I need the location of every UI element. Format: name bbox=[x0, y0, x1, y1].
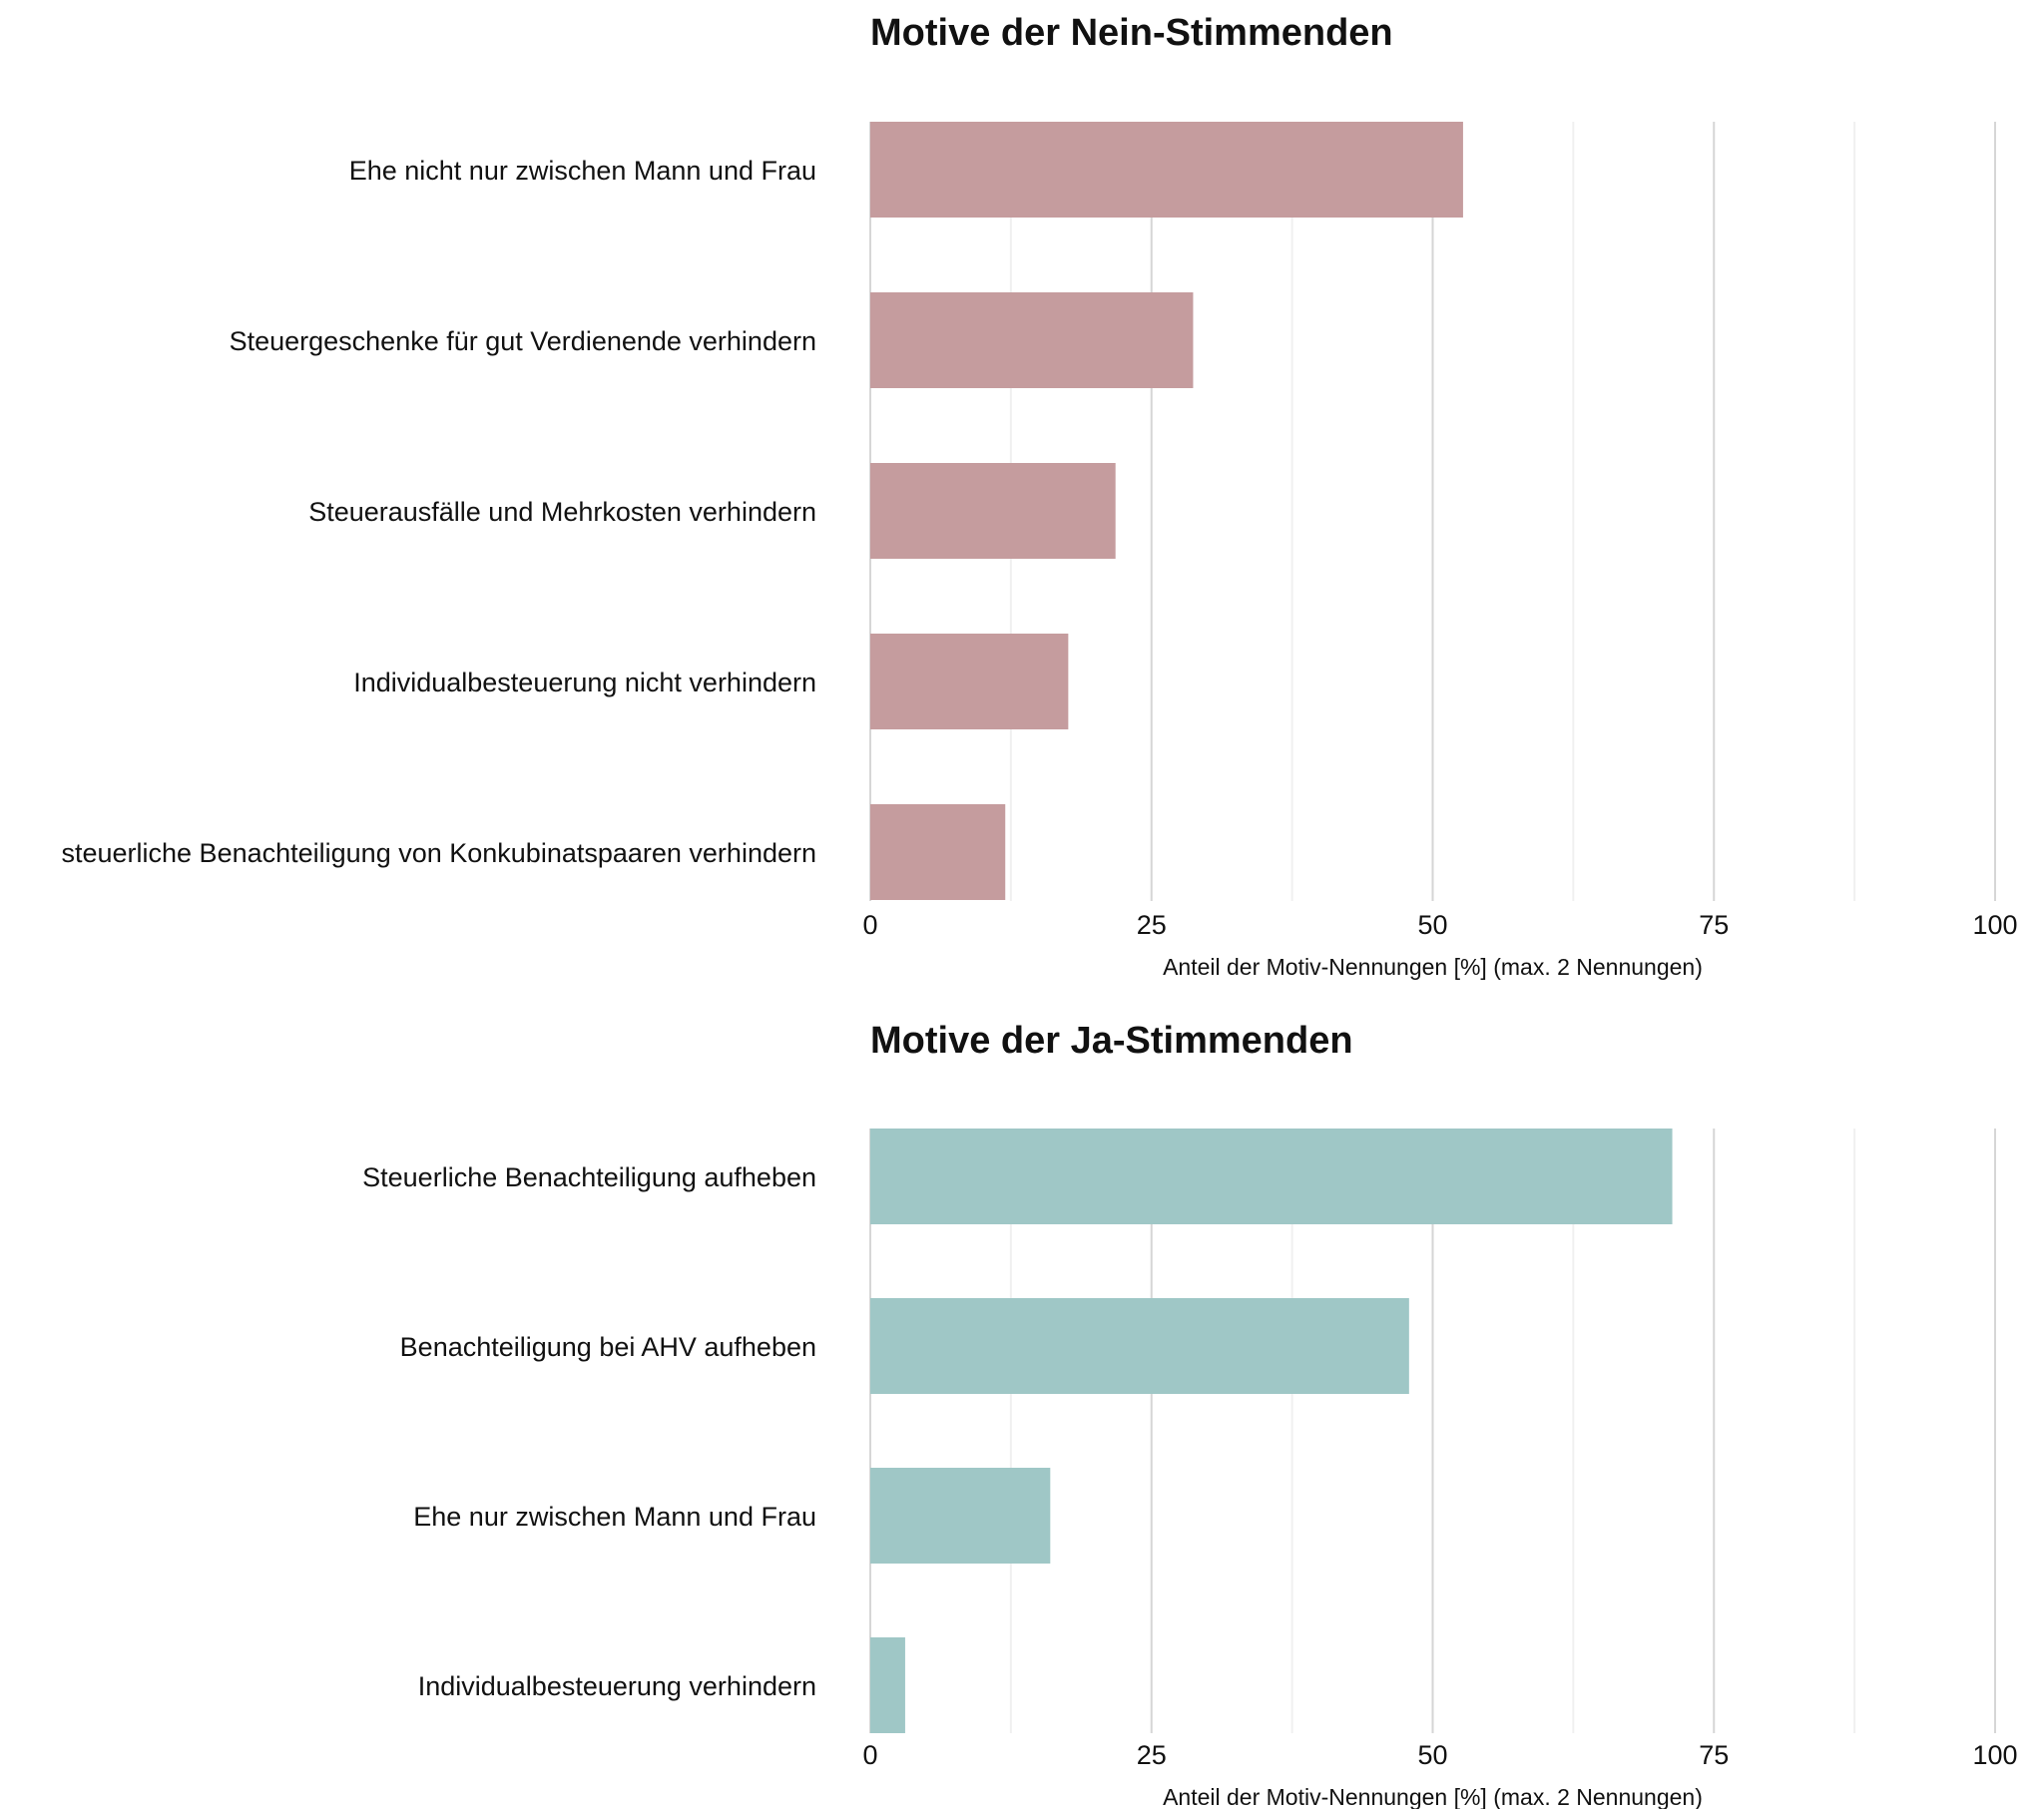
x-tick-label: 25 bbox=[1137, 910, 1167, 940]
x-tick-label: 100 bbox=[1972, 910, 2017, 940]
bar bbox=[870, 1298, 1409, 1394]
bar bbox=[870, 1129, 1673, 1224]
category-label: Steuerliche Benachteiligung aufheben bbox=[362, 1162, 816, 1192]
chart-panel-1: Motive der Nein-Stimmenden Ehe nicht nur … bbox=[61, 12, 2017, 980]
x-tick-label: 50 bbox=[1417, 1740, 1447, 1770]
category-label: Benachteiligung bei AHV aufheben bbox=[400, 1332, 816, 1362]
category-label: Ehe nicht nur zwischen Mann und Frau bbox=[349, 156, 816, 186]
x-axis-label: Anteil der Motiv-Nennungen [%] (max. 2 N… bbox=[1163, 1784, 1703, 1809]
category-label: steuerliche Benachteiligung von Konkubin… bbox=[61, 838, 816, 868]
bar bbox=[870, 804, 1006, 900]
category-label: Ehe nur zwischen Mann und Frau bbox=[413, 1502, 816, 1532]
x-tick-label: 25 bbox=[1137, 1740, 1167, 1770]
bar bbox=[870, 122, 1463, 218]
bar bbox=[870, 1637, 905, 1733]
chart-title: Motive der Nein-Stimmenden bbox=[870, 12, 1393, 54]
bar bbox=[870, 292, 1194, 388]
x-tick-label: 75 bbox=[1699, 1740, 1729, 1770]
x-tick-label: 100 bbox=[1972, 1740, 2017, 1770]
x-tick-label: 0 bbox=[862, 1740, 877, 1770]
x-tick-label: 0 bbox=[862, 910, 877, 940]
bar bbox=[870, 463, 1116, 559]
category-label: Individualbesteuerung verhindern bbox=[418, 1671, 816, 1701]
category-label: Individualbesteuerung nicht verhindern bbox=[353, 668, 816, 697]
category-label: Steuerausfälle und Mehrkosten verhindern bbox=[308, 497, 816, 527]
chart-title: Motive der Ja-Stimmenden bbox=[870, 1020, 1353, 1062]
x-axis-label: Anteil der Motiv-Nennungen [%] (max. 2 N… bbox=[1163, 954, 1703, 980]
bar bbox=[870, 1468, 1051, 1564]
category-label: Steuergeschenke für gut Verdienende verh… bbox=[230, 326, 816, 356]
x-tick-label: 75 bbox=[1699, 910, 1729, 940]
bar bbox=[870, 634, 1069, 729]
chart-panel-2: Motive der Ja-Stimmenden Steuerliche Bena… bbox=[362, 1020, 2017, 1809]
x-tick-label: 50 bbox=[1417, 910, 1447, 940]
